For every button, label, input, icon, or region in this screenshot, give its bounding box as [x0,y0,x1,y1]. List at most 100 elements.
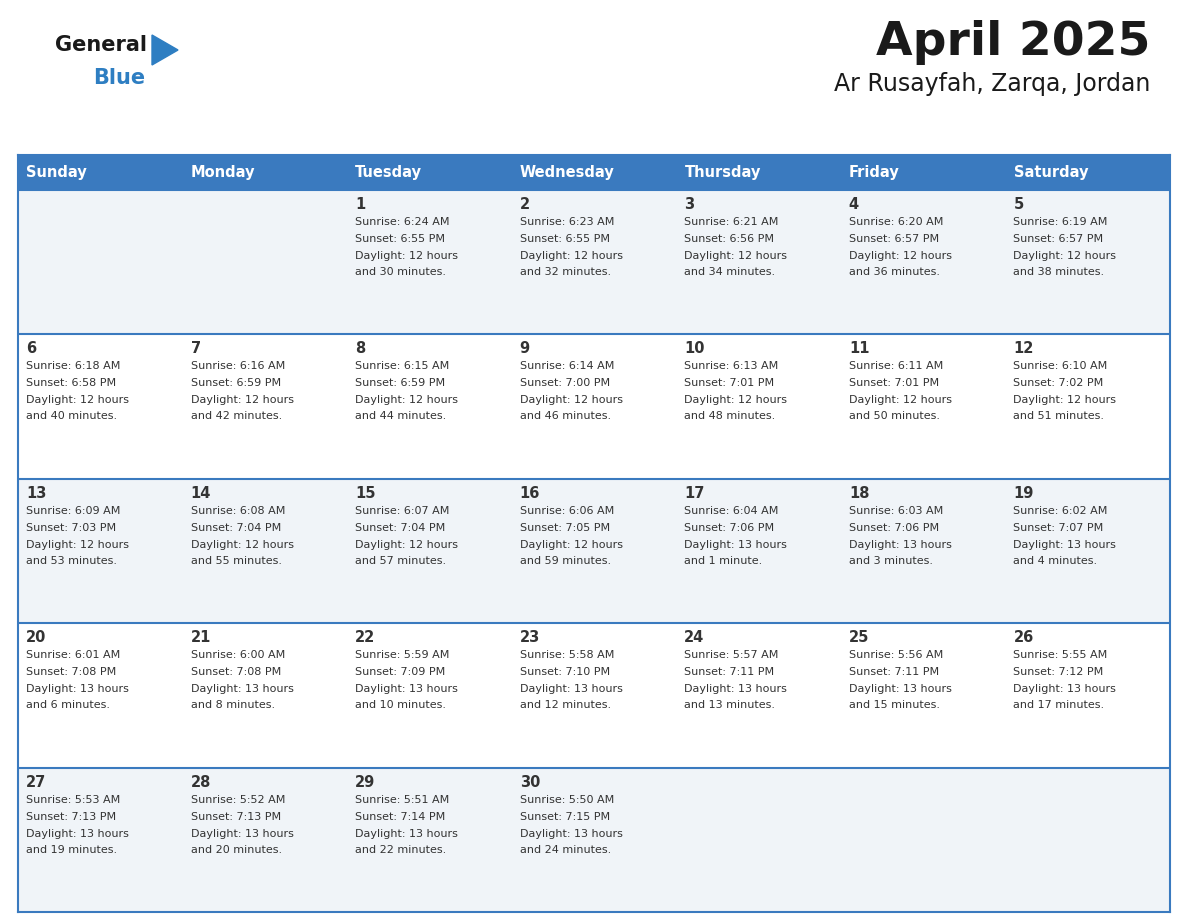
Text: 10: 10 [684,341,704,356]
Text: Sunrise: 5:55 AM: Sunrise: 5:55 AM [1013,650,1107,660]
Text: Daylight: 12 hours: Daylight: 12 hours [849,396,952,406]
Text: 12: 12 [1013,341,1034,356]
Text: Blue: Blue [93,68,145,88]
Text: Daylight: 13 hours: Daylight: 13 hours [519,684,623,694]
Text: 21: 21 [190,630,211,645]
Text: Sunrise: 6:13 AM: Sunrise: 6:13 AM [684,362,778,372]
Text: Sunrise: 6:03 AM: Sunrise: 6:03 AM [849,506,943,516]
Text: Sunrise: 5:51 AM: Sunrise: 5:51 AM [355,795,449,804]
Text: 3: 3 [684,197,695,212]
Text: Sunrise: 6:23 AM: Sunrise: 6:23 AM [519,217,614,227]
Text: Daylight: 12 hours: Daylight: 12 hours [355,396,459,406]
Text: Daylight: 13 hours: Daylight: 13 hours [849,684,952,694]
Text: April 2025: April 2025 [876,20,1150,65]
Text: and 1 minute.: and 1 minute. [684,555,763,565]
Text: Daylight: 12 hours: Daylight: 12 hours [190,540,293,550]
Text: 20: 20 [26,630,46,645]
Text: Sunrise: 6:00 AM: Sunrise: 6:00 AM [190,650,285,660]
Text: Daylight: 12 hours: Daylight: 12 hours [355,540,459,550]
Text: Thursday: Thursday [684,165,760,180]
Text: Sunrise: 6:24 AM: Sunrise: 6:24 AM [355,217,449,227]
Bar [347,155,512,190]
Text: Daylight: 12 hours: Daylight: 12 hours [519,396,623,406]
Text: Tuesday: Tuesday [355,165,423,180]
Polygon shape [152,35,178,65]
Text: 27: 27 [26,775,46,789]
Bar [18,155,183,190]
Text: Daylight: 12 hours: Daylight: 12 hours [849,251,952,261]
Text: Wednesday: Wednesday [520,165,614,180]
Text: Sunrise: 6:21 AM: Sunrise: 6:21 AM [684,217,778,227]
Text: 16: 16 [519,486,541,501]
Text: Daylight: 13 hours: Daylight: 13 hours [26,684,128,694]
Text: Daylight: 13 hours: Daylight: 13 hours [1013,540,1117,550]
Text: Ar Rusayfah, Zarqa, Jordan: Ar Rusayfah, Zarqa, Jordan [834,72,1150,96]
Text: Sunset: 6:58 PM: Sunset: 6:58 PM [26,378,116,388]
Text: 25: 25 [849,630,870,645]
Text: Monday: Monday [191,165,255,180]
Text: Sunset: 7:09 PM: Sunset: 7:09 PM [355,667,446,677]
Text: and 53 minutes.: and 53 minutes. [26,555,116,565]
Text: Daylight: 12 hours: Daylight: 12 hours [684,251,788,261]
Text: Sunset: 7:02 PM: Sunset: 7:02 PM [1013,378,1104,388]
Text: Sunrise: 6:02 AM: Sunrise: 6:02 AM [1013,506,1107,516]
Text: 29: 29 [355,775,375,789]
Text: 19: 19 [1013,486,1034,501]
Text: and 8 minutes.: and 8 minutes. [190,700,274,711]
Text: and 17 minutes.: and 17 minutes. [1013,700,1105,711]
Text: Sunrise: 6:09 AM: Sunrise: 6:09 AM [26,506,120,516]
Text: and 22 minutes.: and 22 minutes. [355,845,447,855]
Text: Daylight: 12 hours: Daylight: 12 hours [26,396,129,406]
Text: Sunset: 7:06 PM: Sunset: 7:06 PM [849,522,939,532]
Text: Sunrise: 6:18 AM: Sunrise: 6:18 AM [26,362,120,372]
Text: and 34 minutes.: and 34 minutes. [684,267,776,277]
Text: and 12 minutes.: and 12 minutes. [519,700,611,711]
Text: Sunset: 7:15 PM: Sunset: 7:15 PM [519,812,609,822]
Text: Daylight: 12 hours: Daylight: 12 hours [26,540,129,550]
Text: and 36 minutes.: and 36 minutes. [849,267,940,277]
Text: and 50 minutes.: and 50 minutes. [849,411,940,421]
Text: and 4 minutes.: and 4 minutes. [1013,555,1098,565]
Text: General: General [55,35,147,55]
Text: and 13 minutes.: and 13 minutes. [684,700,776,711]
Text: 6: 6 [26,341,36,356]
Text: Sunrise: 6:16 AM: Sunrise: 6:16 AM [190,362,285,372]
Text: 26: 26 [1013,630,1034,645]
Text: 11: 11 [849,341,870,356]
Text: Sunset: 6:59 PM: Sunset: 6:59 PM [190,378,280,388]
Text: Sunrise: 5:57 AM: Sunrise: 5:57 AM [684,650,778,660]
Text: Sunset: 7:01 PM: Sunset: 7:01 PM [849,378,939,388]
Text: Sunset: 6:57 PM: Sunset: 6:57 PM [1013,234,1104,244]
Text: and 55 minutes.: and 55 minutes. [190,555,282,565]
Text: Sunset: 7:13 PM: Sunset: 7:13 PM [190,812,280,822]
Text: Sunrise: 6:15 AM: Sunrise: 6:15 AM [355,362,449,372]
Text: 7: 7 [190,341,201,356]
Text: 15: 15 [355,486,375,501]
Bar [1005,155,1170,190]
Text: Sunset: 7:04 PM: Sunset: 7:04 PM [190,522,280,532]
Text: and 48 minutes.: and 48 minutes. [684,411,776,421]
Text: Sunset: 6:55 PM: Sunset: 6:55 PM [519,234,609,244]
Text: Sunrise: 6:04 AM: Sunrise: 6:04 AM [684,506,778,516]
Text: Sunset: 6:56 PM: Sunset: 6:56 PM [684,234,775,244]
Text: 22: 22 [355,630,375,645]
Bar [18,334,1170,479]
Text: and 30 minutes.: and 30 minutes. [355,267,447,277]
Text: Daylight: 12 hours: Daylight: 12 hours [519,540,623,550]
Text: Sunrise: 5:59 AM: Sunrise: 5:59 AM [355,650,449,660]
Text: Sunset: 7:11 PM: Sunset: 7:11 PM [849,667,939,677]
Text: Sunset: 7:00 PM: Sunset: 7:00 PM [519,378,609,388]
Text: Sunrise: 6:14 AM: Sunrise: 6:14 AM [519,362,614,372]
Text: Sunset: 7:12 PM: Sunset: 7:12 PM [1013,667,1104,677]
Text: 9: 9 [519,341,530,356]
Text: Sunset: 7:06 PM: Sunset: 7:06 PM [684,522,775,532]
Text: Daylight: 13 hours: Daylight: 13 hours [355,829,459,839]
Text: Sunset: 6:57 PM: Sunset: 6:57 PM [849,234,939,244]
Text: 4: 4 [849,197,859,212]
Bar [512,155,676,190]
Text: Daylight: 13 hours: Daylight: 13 hours [849,540,952,550]
Text: 8: 8 [355,341,366,356]
Bar [183,155,347,190]
Text: Daylight: 13 hours: Daylight: 13 hours [684,540,788,550]
Text: and 38 minutes.: and 38 minutes. [1013,267,1105,277]
